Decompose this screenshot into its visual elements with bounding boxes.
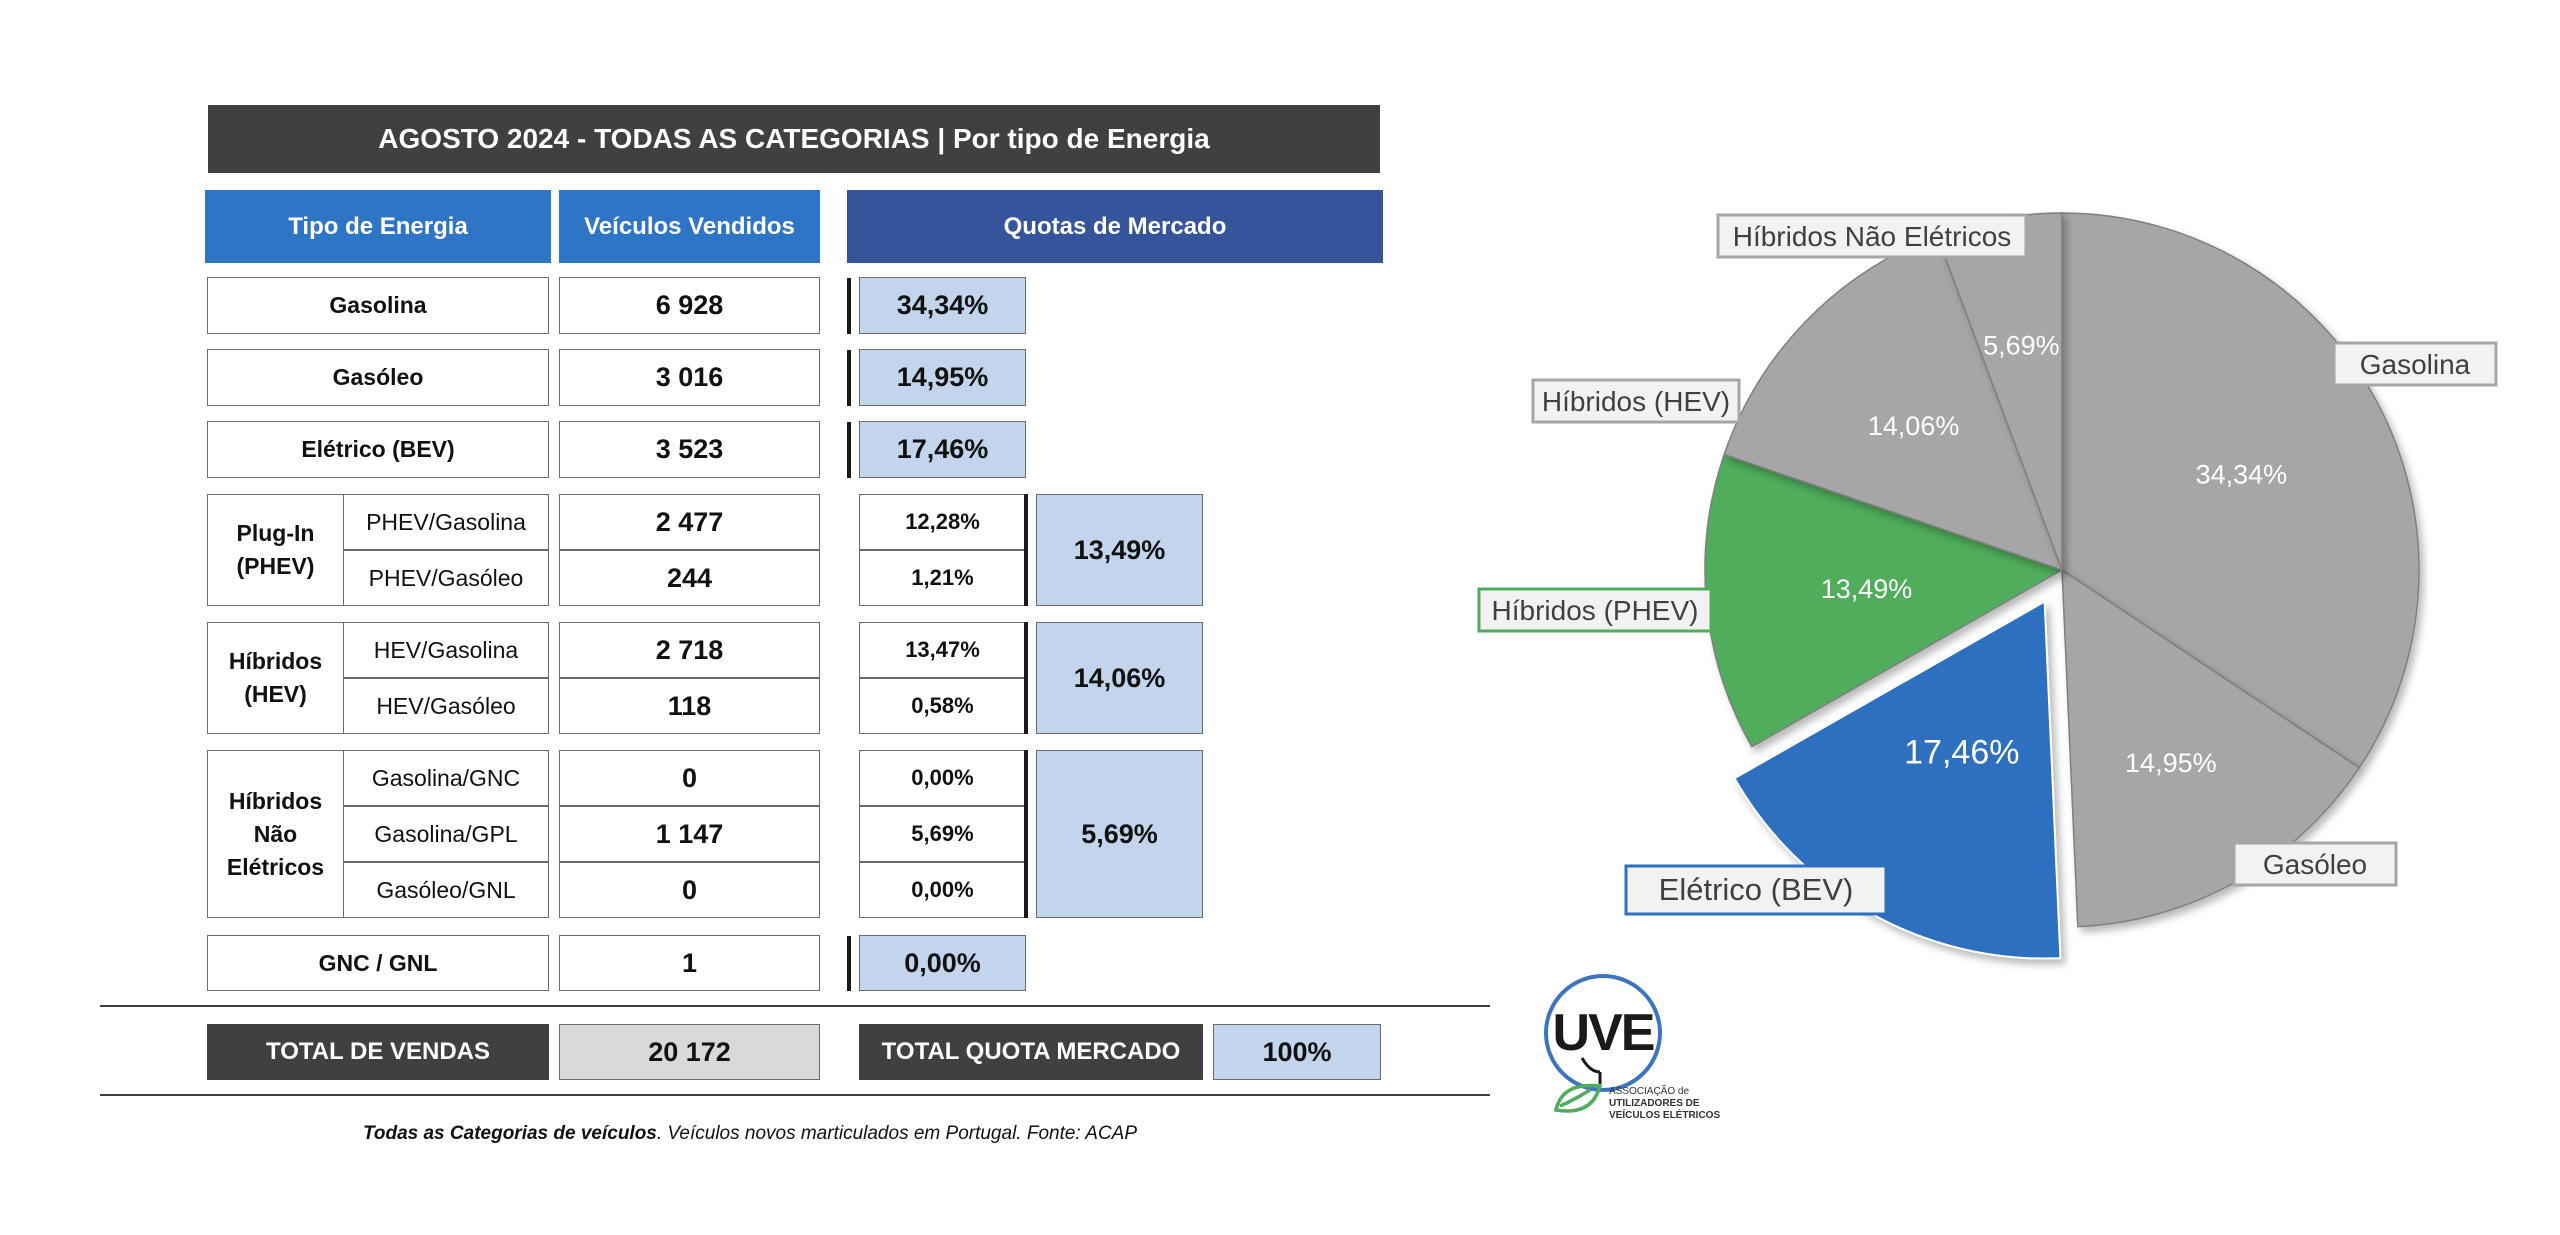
- pie-callout-box: [1477, 587, 1713, 633]
- group-label-phev: Plug-In (PHEV): [207, 494, 344, 606]
- group-label-hev-line2: (HEV): [244, 681, 307, 707]
- row-share-gasoleo: 14,95%: [859, 349, 1026, 406]
- group-label-ne-line1: Híbridos: [228, 787, 323, 814]
- group-marker-nao-eletricos: [1024, 750, 1028, 918]
- pie-callout-box: [2232, 841, 2398, 887]
- row-share-gnc-gnl: 0,00%: [859, 935, 1026, 991]
- header-vehicles-sold: Veículos Vendidos: [559, 190, 820, 263]
- total-sales-label: TOTAL DE VENDAS: [207, 1024, 549, 1080]
- sub-share-gasolina-gnc: 0,00%: [859, 750, 1026, 806]
- group-marker-phev: [1024, 494, 1028, 606]
- pie-value-label: 14,95%: [2125, 748, 2217, 778]
- pie-value-labels: 34,34% 14,95% 17,46% 13,49% 14,06% 5,69%: [1821, 331, 2287, 779]
- uve-logo: UVE ASSOCIAÇÃO de UTILIZADORES DE VEÍCUL…: [1544, 974, 1720, 1121]
- pie-callout-label: Híbridos (PHEV): [1492, 595, 1699, 626]
- row-share-gasolina: 34,34%: [859, 277, 1026, 334]
- pie-value-label: 34,34%: [2196, 459, 2288, 489]
- pie-slices: [1704, 212, 2420, 960]
- pie-callout-label: Híbridos Não Elétricos: [1733, 221, 2012, 252]
- sub-sold-gasolina-gpl: 1 147: [559, 806, 820, 862]
- group-label-hev: Híbridos (HEV): [207, 622, 344, 734]
- pie-callout-box: [1531, 378, 1741, 424]
- header-energy-type: Tipo de Energia: [205, 190, 551, 263]
- row-label-gasolina: Gasolina: [207, 277, 549, 334]
- logo-leaf-icon: [1553, 1083, 1603, 1113]
- sub-label-gasoleo-gnl: Gasóleo/GNL: [343, 862, 549, 918]
- sub-share-gasoleo-gnl: 0,00%: [859, 862, 1026, 918]
- footnote-rest: . Veículos novos marticulados em Portuga…: [656, 1123, 1138, 1144]
- logo-line1: ASSOCIAÇÃO de: [1609, 1084, 1689, 1097]
- sub-sold-phev-gasolina: 2 477: [559, 494, 820, 550]
- pie-callout-label: Híbridos (HEV): [1542, 386, 1730, 417]
- row-label-bev: Elétrico (BEV): [207, 421, 549, 478]
- sub-label-gasolina-gnc: Gasolina/GNC: [343, 750, 549, 806]
- group-share-nao-eletricos: 5,69%: [1036, 750, 1203, 918]
- logo-plug-icon: [1580, 1057, 1602, 1084]
- logo-mark: UVE: [1553, 1004, 1654, 1062]
- group-label-ne-line2: Não: [253, 820, 298, 847]
- sub-label-gasolina-gpl: Gasolina/GPL: [343, 806, 549, 862]
- group-label-phev-line2: (PHEV): [236, 553, 315, 579]
- sub-sold-phev-gasoleo: 244: [559, 550, 820, 606]
- row-marker-gasolina: [847, 278, 851, 334]
- row-label-gnc-gnl: GNC / GNL: [207, 935, 549, 991]
- group-share-phev: 13,49%: [1036, 494, 1203, 606]
- pie-callout-label: Elétrico (BEV): [1659, 872, 1854, 907]
- sub-share-hev-gasolina: 13,47%: [859, 622, 1026, 678]
- pie-callout-box: [2332, 341, 2498, 387]
- row-marker-gnc-gnl: [847, 936, 851, 991]
- row-marker-gasoleo: [847, 350, 851, 406]
- totals-bottom-rule: [100, 1094, 1490, 1096]
- total-share-value: 100%: [1213, 1024, 1381, 1080]
- pie-value-label: 14,06%: [1868, 411, 1960, 441]
- pie-value-label: 17,46%: [1904, 733, 2019, 771]
- logo-ring: [1544, 974, 1662, 1092]
- sub-label-hev-gasolina: HEV/Gasolina: [343, 622, 549, 678]
- group-label-ne-line3: Elétricos: [226, 853, 325, 880]
- pie-callout-label: Gasolina: [2360, 349, 2471, 380]
- logo-line2: UTILIZADORES DE: [1609, 1098, 1700, 1109]
- total-sales-value: 20 172: [559, 1024, 820, 1080]
- sub-share-phev-gasoleo: 1,21%: [859, 550, 1026, 606]
- row-marker-bev: [847, 422, 851, 478]
- pie-callouts: Gasolina Gasóleo Elétrico (BEV) Híbridos (P…: [1477, 213, 2498, 916]
- header-market-share: Quotas de Mercado: [847, 190, 1383, 263]
- pie-callout-label: Gasóleo: [2263, 849, 2367, 880]
- sub-share-hev-gasoleo: 0,58%: [859, 678, 1026, 734]
- row-share-bev: 17,46%: [859, 421, 1026, 478]
- group-label-nao-eletricos: Híbridos Não Elétricos: [207, 750, 344, 918]
- group-share-hev: 14,06%: [1036, 622, 1203, 734]
- sub-label-phev-gasolina: PHEV/Gasolina: [343, 494, 549, 550]
- sub-sold-hev-gasolina: 2 718: [559, 622, 820, 678]
- footnote: Todas as Categorias de veículos. Veículo…: [100, 1123, 1400, 1145]
- sub-label-phev-gasoleo: PHEV/Gasóleo: [343, 550, 549, 606]
- pie-value-label: 13,49%: [1821, 574, 1913, 604]
- sub-share-phev-gasolina: 12,28%: [859, 494, 1026, 550]
- pie-callout-box: [1624, 864, 1888, 916]
- sub-label-hev-gasoleo: HEV/Gasóleo: [343, 678, 549, 734]
- totals-top-rule: [100, 1005, 1490, 1007]
- sub-sold-hev-gasoleo: 118: [559, 678, 820, 734]
- row-label-gasoleo: Gasóleo: [207, 349, 549, 406]
- sub-sold-gasolina-gnc: 0: [559, 750, 820, 806]
- row-sold-gnc-gnl: 1: [559, 935, 820, 991]
- row-sold-bev: 3 523: [559, 421, 820, 478]
- pie-value-label: 5,69%: [1983, 331, 2060, 361]
- group-label-phev-line1: Plug-In: [236, 520, 315, 546]
- group-label-hev-line1: Híbridos: [228, 648, 323, 674]
- footnote-bold: Todas as Categorias de veículos: [362, 1123, 657, 1144]
- sub-share-gasolina-gpl: 5,69%: [859, 806, 1026, 862]
- logo-line3: VEÍCULOS ELÉTRICOS: [1609, 1108, 1720, 1121]
- total-share-label: TOTAL QUOTA MERCADO: [859, 1024, 1203, 1080]
- row-sold-gasoleo: 3 016: [559, 349, 820, 406]
- pie-callout-box: [1716, 213, 2028, 259]
- group-marker-hev: [1024, 622, 1028, 734]
- row-sold-gasolina: 6 928: [559, 277, 820, 334]
- table-title: AGOSTO 2024 - TODAS AS CATEGORIAS | Por …: [208, 105, 1380, 173]
- sub-sold-gasoleo-gnl: 0: [559, 862, 820, 918]
